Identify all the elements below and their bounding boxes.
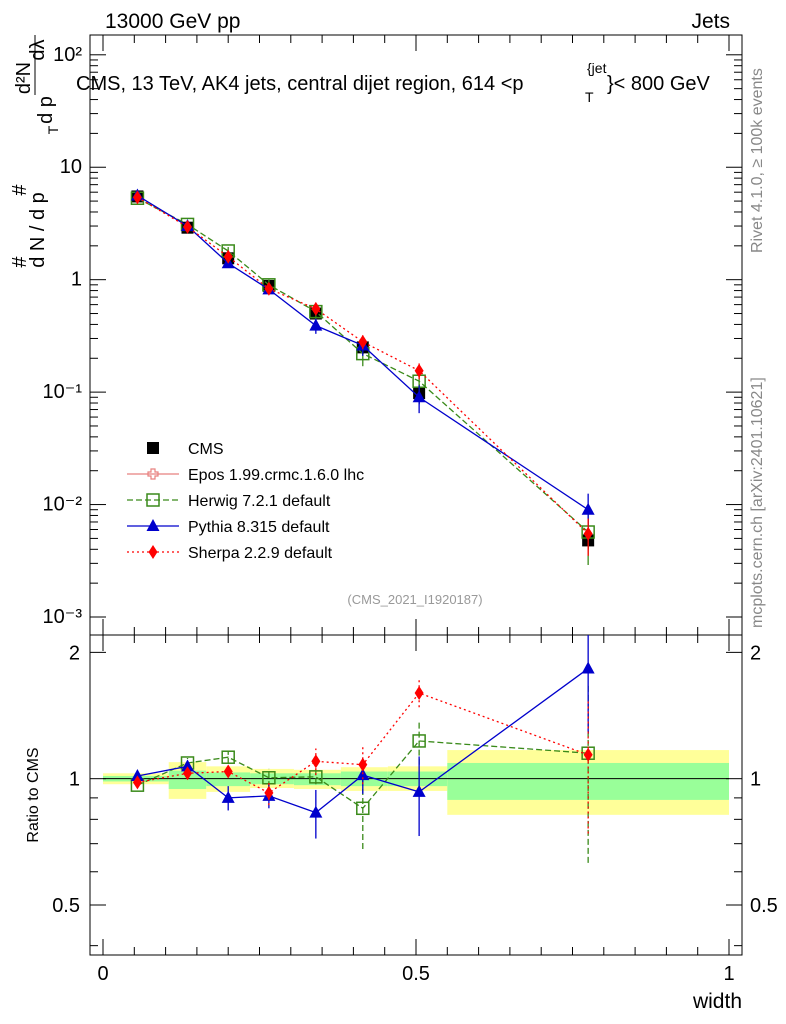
data-point	[264, 281, 274, 296]
ratio-point	[130, 768, 144, 781]
data-point	[583, 526, 593, 541]
legend-marker	[147, 468, 159, 480]
x-tick-label: 0.5	[402, 963, 430, 985]
ratio-point	[414, 686, 424, 701]
title-sup: {jet	[587, 60, 607, 76]
ylabel-frac-num: d²N	[13, 62, 35, 94]
y-tick-label: 10²	[53, 44, 82, 66]
legend-label: Pythia 8.315 default	[188, 519, 330, 536]
data-point	[358, 334, 368, 349]
data-point	[223, 249, 233, 264]
data-point	[309, 318, 323, 331]
legend-label: Herwig 7.2.1 default	[188, 493, 331, 510]
series-line	[137, 196, 589, 535]
ratio-point	[581, 661, 595, 674]
ratio-series-pythia	[130, 635, 595, 839]
ylabel-hash-mid: #	[9, 256, 31, 268]
rivet-label: Rivet 4.1.0, ≥ 100k events	[749, 68, 766, 253]
ratio-series	[130, 635, 595, 863]
data-point	[132, 190, 142, 205]
main-series	[130, 188, 595, 566]
ratio-y-tick-label: 1	[69, 769, 80, 791]
legend-label: Epos 1.99.crmc.1.6.0 lhc	[188, 467, 364, 484]
legend-entry: Epos 1.99.crmc.1.6.0 lhc	[127, 467, 364, 484]
y-tick-label: 10⁻²	[43, 494, 83, 516]
stat-uncertainty-band	[206, 772, 251, 787]
ylabel-frac-sub: T	[45, 125, 61, 134]
ratio-uncertainty-bands	[103, 750, 729, 815]
ratio-y-tick-label-right: 1	[750, 769, 761, 791]
legend-entry: Herwig 7.2.1 default	[127, 493, 331, 510]
ratio-series-line	[137, 668, 589, 814]
ratio-point	[223, 764, 233, 779]
ratio-point	[412, 784, 426, 797]
ratio-y-axis-label: Ratio to CMS	[25, 747, 42, 842]
ratio-point	[181, 759, 195, 772]
ratio-point	[583, 747, 593, 762]
title-sub: T	[585, 89, 594, 105]
ratio-point	[309, 770, 323, 784]
legend: CMS Epos 1.99.crmc.1.6.0 lhc Herwig 7.2.1 …	[127, 441, 364, 562]
legend-marker	[146, 519, 160, 531]
legend-label: Sherpa 2.2.9 default	[188, 545, 333, 562]
data-point	[311, 301, 321, 316]
data-point	[414, 363, 424, 378]
ratio-point	[358, 757, 368, 772]
y-tick-label: 10	[60, 156, 82, 178]
chart-title: CMS, 13 TeV, AK4 jets, central dijet reg…	[76, 60, 711, 105]
x-axis-label: width	[692, 990, 742, 1013]
ylabel-hash-top: #	[9, 184, 31, 196]
ratio-series-sherpa	[132, 679, 593, 834]
legend-marker	[148, 545, 158, 559]
mcplots-label: mcplots.cern.ch [arXiv:2401.10621]	[749, 377, 766, 628]
data-point	[581, 502, 595, 515]
ratio-point	[412, 734, 426, 748]
legend-marker	[147, 442, 159, 454]
legend-entry: Sherpa 2.2.9 default	[127, 545, 333, 562]
ratio-point	[221, 790, 235, 803]
legend-entry: Pythia 8.315 default	[127, 519, 330, 536]
legend-entry: CMS	[147, 441, 224, 458]
x-tick-label: 0	[97, 963, 108, 985]
legend-label: CMS	[188, 441, 224, 458]
header-jets-label: Jets	[691, 10, 730, 33]
main-y-axis-label: # d N / d p # d²N d p T dλ	[9, 35, 61, 268]
ratio-point	[132, 775, 142, 790]
ratio-point	[183, 766, 193, 781]
title-tail: }< 800 GeV	[607, 73, 711, 95]
legend-marker	[146, 493, 160, 507]
y-tick-label: 1	[71, 269, 82, 291]
title-main: CMS, 13 TeV, AK4 jets, central dijet reg…	[76, 73, 524, 95]
ratio-axes: 0.5 0.5 1 1 2 2 0 0.5 1	[52, 635, 778, 985]
ratio-y-tick-label: 0.5	[52, 895, 80, 917]
y-tick-label: 10⁻¹	[43, 381, 83, 403]
ratio-point	[311, 754, 321, 769]
header-energy-label: 13000 GeV pp	[105, 10, 240, 33]
ylabel-frac-den: d p	[35, 96, 57, 124]
main-axes: 10⁻³ 10⁻² 10⁻¹ 1 10 10²	[43, 35, 742, 635]
ylabel-frac-tail: dλ	[27, 39, 49, 60]
y-tick-label: 10⁻³	[43, 606, 83, 628]
analysis-id-label: (CMS_2021_I1920187)	[347, 592, 482, 607]
ratio-y-tick-label: 2	[69, 642, 80, 664]
stat-uncertainty-band	[293, 773, 341, 786]
x-tick-label: 1	[723, 963, 734, 985]
series-sherpa	[132, 190, 593, 556]
ratio-series-line	[137, 692, 589, 794]
ratio-y-tick-label-right: 2	[750, 642, 761, 664]
ratio-point	[264, 785, 274, 800]
ylabel-den: d N / d p	[27, 192, 49, 268]
ratio-point	[221, 750, 235, 764]
data-point	[412, 390, 426, 403]
ratio-point	[309, 805, 323, 818]
ratio-y-tick-label-right: 0.5	[750, 895, 778, 917]
svg-text:CMS, 13 TeV, AK4 jets, central: CMS, 13 TeV, AK4 jets, central dijet reg…	[76, 73, 524, 95]
data-point	[183, 219, 193, 234]
ratio-point	[356, 801, 370, 816]
